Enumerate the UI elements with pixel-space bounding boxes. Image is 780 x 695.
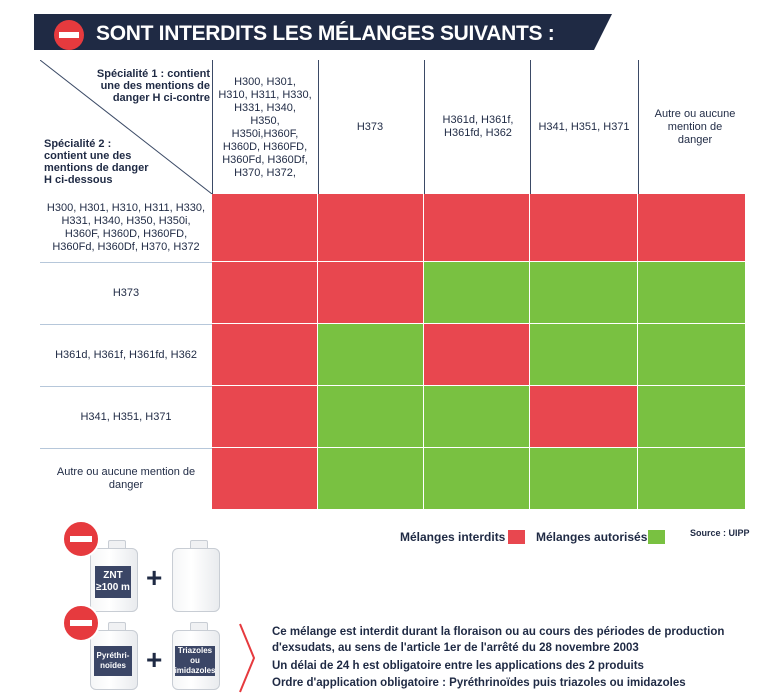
matrix-cell-r2-c2 [318, 262, 423, 323]
matrix-cell-r5-c1 [212, 448, 317, 509]
matrix-cell-r2-c4 [530, 262, 637, 323]
matrix-cell-r4-c4 [530, 386, 637, 447]
note-line-1: Ce mélange est interdit durant la florai… [272, 626, 725, 638]
matrix-cell-r4-c2 [318, 386, 423, 447]
note-line-3: Un délai de 24 h est obligatoire entre l… [272, 660, 644, 672]
corner-bottom-label: Spécialité 2 : contient une des mentions… [44, 138, 149, 186]
matrix-cell-r3-c5 [638, 324, 745, 385]
plus-icon: + [146, 562, 163, 593]
matrix-cell-r2-c3 [424, 262, 529, 323]
matrix-cell-r4-c5 [638, 386, 745, 447]
no-entry-icon [62, 520, 100, 558]
matrix-cell-r1-c2 [318, 194, 423, 261]
corner-diagonal [40, 60, 212, 194]
row-label-3: H361d, H361f, H361fd, H362 [55, 348, 197, 361]
chevron-bracket [239, 623, 256, 693]
can-pyrethrinoides-label: Pyréthri- noïdes [94, 646, 132, 676]
legend-allowed-swatch [648, 530, 665, 544]
corner-top-label: Spécialité 1 : contient une des mentions… [96, 68, 210, 104]
matrix-cell-r1-c1 [212, 194, 317, 261]
matrix-cell-r2-c1 [212, 262, 317, 323]
source-label: Source : UIPP [690, 528, 750, 538]
matrix-cell-r5-c2 [318, 448, 423, 509]
col-header-1: H300, H301, H310, H311, H330, H331, H340… [218, 76, 312, 179]
matrix-cell-r5-c5 [638, 448, 745, 509]
col-header-3: H361d, H361f, H361fd, H362 [442, 114, 514, 139]
can-empty [172, 548, 220, 612]
banner-title: SONT INTERDITS LES MÉLANGES SUIVANTS : [96, 22, 555, 45]
col-header-4: H341, H351, H371 [538, 120, 630, 133]
note-line-4: Ordre d'application obligatoire : Pyréth… [272, 677, 686, 689]
matrix-cell-r1-c3 [424, 194, 529, 261]
matrix-cell-r5-c3 [424, 448, 529, 509]
plus-icon: + [146, 644, 163, 675]
banner-shape [34, 14, 612, 50]
row-label-5: Autre ou aucune mention de danger [56, 466, 196, 491]
legend-forbidden-label: Mélanges interdits [400, 530, 506, 544]
matrix-cell-r3-c2 [318, 324, 423, 385]
legend-forbidden-swatch [508, 530, 525, 544]
matrix-cell-r5-c4 [530, 448, 637, 509]
matrix-cell-r3-c3 [424, 324, 529, 385]
matrix-cell-r3-c4 [530, 324, 637, 385]
note-line-2: d'exsudats, au sens de l'article 1er de … [272, 642, 639, 654]
row-label-1: H300, H301, H310, H311, H330, H331, H340… [46, 202, 206, 253]
row-label-2: H373 [112, 286, 140, 299]
col-header-2: H373 [356, 120, 384, 133]
title-banner [34, 14, 612, 50]
matrix-cell-r3-c1 [212, 324, 317, 385]
matrix-cell-r2-c5 [638, 262, 745, 323]
matrix-cell-r4-c3 [424, 386, 529, 447]
matrix-cell-r4-c1 [212, 386, 317, 447]
no-entry-icon [54, 20, 84, 50]
no-entry-icon [62, 604, 100, 642]
col-header-5: Autre ou aucune mention de danger [654, 107, 736, 146]
can-znt-label: ZNT ≥100 m [95, 566, 131, 598]
row-label-4: H341, H351, H371 [80, 410, 172, 423]
legend-allowed-label: Mélanges autorisés [536, 530, 648, 544]
matrix-cell-r1-c4 [530, 194, 637, 261]
can-triazoles-label: Triazoles ou imidazoles [174, 646, 216, 676]
matrix-cell-r1-c5 [638, 194, 745, 261]
